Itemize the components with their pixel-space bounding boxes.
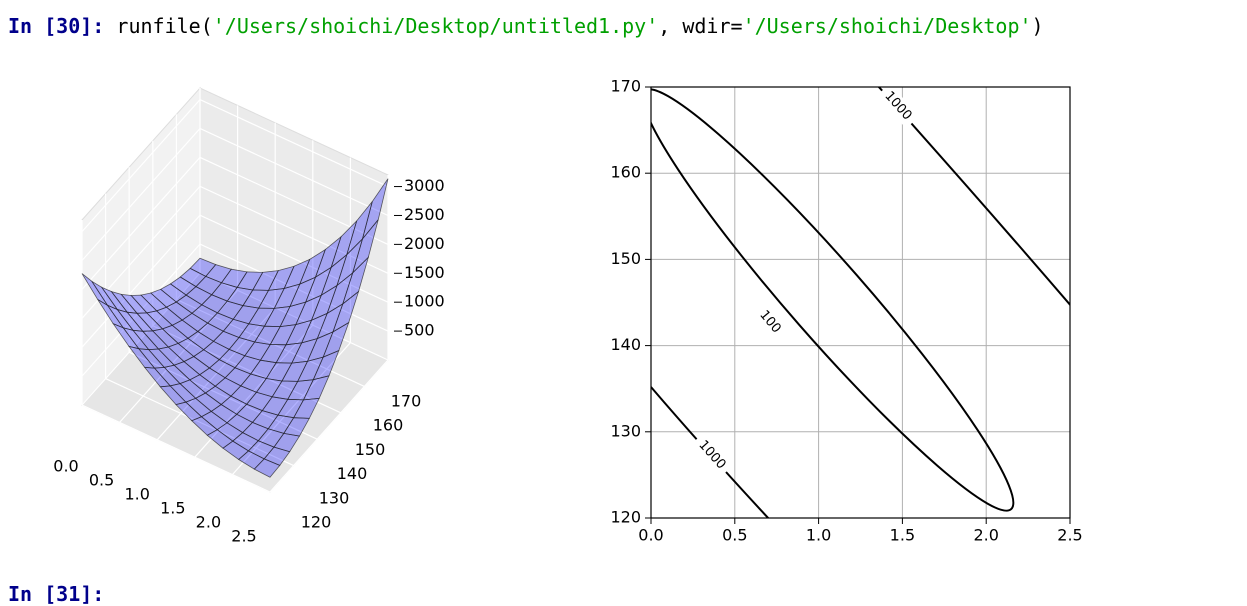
- prompt: In [: [8, 582, 57, 606]
- prompt: In [: [8, 14, 57, 38]
- label-gap: [748, 299, 792, 345]
- grid-line: [81, 98, 389, 232]
- x-tick-label: 2.0: [973, 526, 998, 545]
- code: runfile(: [104, 14, 213, 38]
- y-tick-label: 120: [610, 508, 641, 527]
- z-tick-label: 1500: [404, 263, 445, 282]
- grid-line: [175, 114, 365, 387]
- x-tick-label: 0.0: [53, 457, 78, 476]
- y-tick-label: 150: [610, 249, 641, 268]
- z-tick-label: 2000: [404, 234, 445, 253]
- y-tick-label: 140: [610, 335, 641, 354]
- x-tick-label: 1.5: [890, 526, 915, 545]
- y-tick-label: 160: [373, 416, 404, 435]
- y-tick-label: 130: [610, 421, 641, 440]
- code: ): [1031, 14, 1044, 38]
- y-tick-label: 170: [391, 392, 422, 411]
- y-tick-label: 130: [319, 488, 350, 507]
- input-line: In [30]: runfile('/Users/shoichi/Desktop…: [8, 14, 1044, 38]
- prompt-number: 31: [56, 582, 81, 606]
- grid-line: [81, 214, 389, 348]
- z-tick-label: 3000: [404, 176, 445, 195]
- grid-line: [81, 220, 271, 493]
- x-tick-label: 2.5: [231, 527, 256, 546]
- grid-line: [81, 185, 389, 319]
- label-gap: [876, 83, 920, 129]
- grid-line: [128, 167, 318, 440]
- prompt-number: 30: [56, 14, 81, 38]
- y-tick-label: 170: [610, 77, 641, 96]
- prompt: ]:: [80, 582, 105, 606]
- axes-frame: [650, 86, 1071, 519]
- grid-line: [81, 243, 389, 377]
- y-tick-label: 160: [610, 163, 641, 182]
- x-tick-label: 1.0: [124, 485, 149, 504]
- y-tick-label: 120: [301, 513, 332, 532]
- surface-patch: [253, 458, 281, 478]
- plot-area: [651, 87, 1070, 518]
- z-tick-label: 1000: [404, 292, 445, 311]
- grid-line: [152, 140, 342, 414]
- grid-line: [81, 156, 389, 290]
- string: '/Users/shoichi/Desktop/untitled1.py': [212, 14, 659, 38]
- code: , wdir=: [658, 14, 743, 38]
- z-tick-label: 2500: [404, 205, 445, 224]
- y-tick-label: 140: [337, 464, 368, 483]
- grid-line: [81, 127, 389, 261]
- z-tick-label: 500: [404, 321, 435, 340]
- label-gap: [690, 432, 734, 478]
- x-tick-label: 2.5: [1057, 526, 1082, 545]
- prompt: ]:: [80, 14, 105, 38]
- y-tick-label: 150: [355, 440, 386, 459]
- x-tick-label: 1.0: [806, 526, 831, 545]
- string: '/Users/shoichi/Desktop': [742, 14, 1032, 38]
- x-tick-label: 2.0: [196, 513, 221, 532]
- contour-line: [651, 88, 1015, 512]
- next-prompt: In [31]:: [8, 582, 104, 606]
- x-tick-label: 1.5: [160, 499, 185, 518]
- x-tick-label: 0.0: [638, 526, 663, 545]
- surface: [81, 178, 389, 478]
- x-tick-label: 0.5: [722, 526, 747, 545]
- grid-line: [104, 193, 294, 467]
- x-tick-label: 0.5: [89, 471, 114, 490]
